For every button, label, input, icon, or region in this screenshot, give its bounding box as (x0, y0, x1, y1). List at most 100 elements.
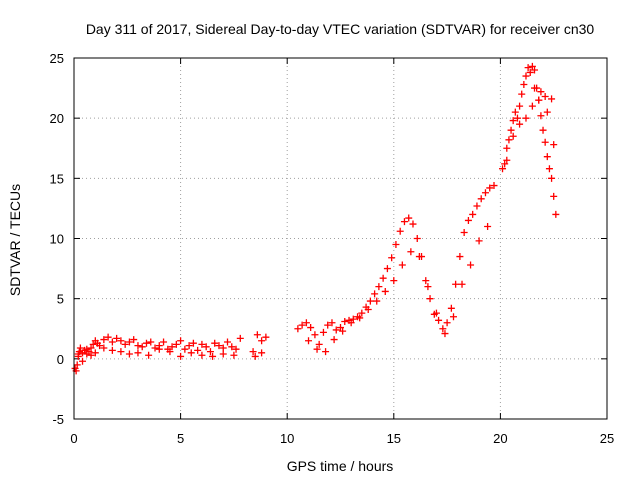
data-point (375, 283, 383, 291)
data-point (121, 340, 129, 348)
data-point (315, 340, 323, 348)
data-point (319, 328, 327, 336)
data-point (219, 344, 227, 352)
data-point (413, 235, 421, 242)
data-point (528, 102, 536, 110)
data-point (388, 254, 396, 262)
data-point (522, 72, 530, 80)
data-point (550, 192, 558, 200)
data-point (168, 343, 176, 351)
data-point (486, 184, 494, 192)
data-point (469, 210, 477, 218)
data-point (100, 336, 108, 344)
data-point (481, 189, 489, 197)
data-point (432, 309, 440, 317)
data-point (541, 138, 549, 146)
data-point (518, 90, 526, 98)
data-point (155, 345, 163, 353)
data-point (113, 334, 121, 342)
data-series (71, 62, 560, 375)
data-point (439, 325, 447, 333)
data-point (490, 182, 498, 190)
data-point (324, 321, 332, 329)
data-point (443, 319, 451, 327)
y-axis-label: SDTVAR / TECUs (7, 184, 23, 296)
data-point (349, 315, 357, 323)
data-point (339, 327, 347, 335)
data-point (74, 350, 82, 358)
data-point (366, 297, 374, 305)
data-point (537, 112, 545, 120)
grid-lines (74, 58, 607, 419)
data-point (145, 351, 153, 359)
data-point (398, 261, 406, 269)
y-tick-label: 20 (50, 111, 64, 126)
y-tick-label: 0 (57, 352, 64, 367)
data-point (100, 344, 108, 352)
data-point (138, 343, 146, 351)
data-point (249, 348, 257, 356)
x-tick-label: 25 (600, 431, 614, 446)
data-point (224, 338, 232, 346)
data-point (545, 165, 553, 173)
data-point (484, 222, 492, 230)
data-point (390, 277, 398, 285)
data-point (548, 95, 556, 103)
data-point (511, 108, 519, 116)
data-point (172, 340, 180, 348)
data-point (358, 309, 366, 317)
data-point (543, 153, 551, 161)
data-point (311, 331, 319, 339)
data-point (83, 345, 91, 353)
data-point (125, 338, 133, 346)
data-point (535, 96, 543, 104)
data-point (322, 348, 330, 356)
data-point (96, 342, 104, 350)
data-point (91, 349, 99, 357)
data-point (383, 265, 391, 273)
data-point (151, 344, 159, 352)
plot-frame (73, 57, 608, 420)
data-point (550, 141, 558, 149)
y-tick-label: 25 (50, 51, 64, 66)
data-point (104, 333, 112, 341)
data-point (552, 210, 560, 218)
data-point (422, 277, 430, 285)
data-point (177, 352, 185, 360)
data-point (543, 108, 551, 116)
data-point (477, 195, 485, 203)
data-point (364, 305, 372, 313)
data-point (405, 214, 413, 222)
data-point (531, 84, 539, 92)
data-point (230, 351, 238, 359)
data-point (187, 349, 195, 357)
x-tick-label: 10 (280, 431, 294, 446)
data-point (219, 350, 227, 358)
data-point (181, 345, 189, 353)
data-point (528, 62, 536, 70)
data-point (522, 114, 530, 122)
data-point (117, 337, 125, 345)
data-point (473, 202, 481, 210)
data-point (232, 345, 240, 353)
data-point (392, 241, 400, 249)
y-tick-label: 15 (50, 171, 64, 186)
data-point (87, 351, 95, 359)
data-point (166, 348, 174, 356)
data-point (541, 93, 549, 101)
data-point (87, 344, 95, 352)
data-point (206, 348, 214, 356)
data-point (328, 319, 336, 327)
data-point (396, 227, 404, 235)
data-point (209, 352, 217, 360)
data-point (409, 220, 417, 228)
data-point (341, 318, 349, 326)
data-point (108, 346, 116, 354)
data-point (142, 339, 150, 347)
data-point (258, 337, 266, 345)
data-point (513, 114, 521, 122)
data-point (371, 290, 379, 298)
data-point (464, 216, 472, 224)
